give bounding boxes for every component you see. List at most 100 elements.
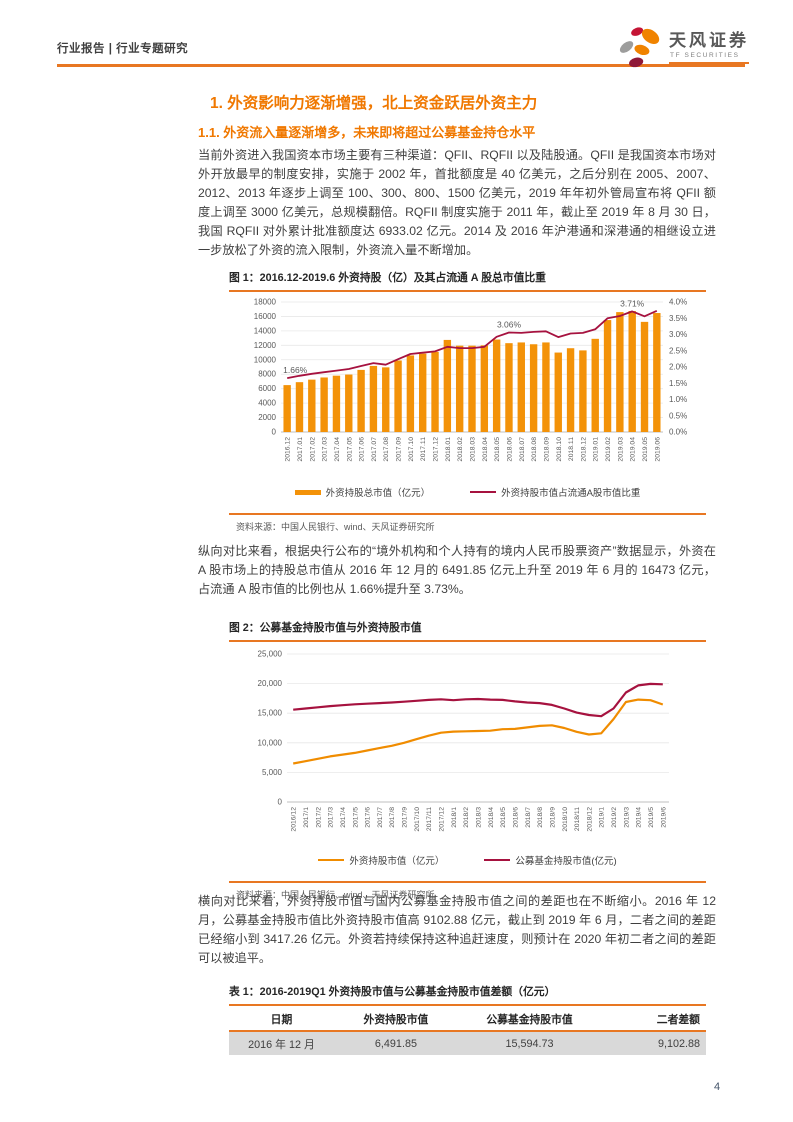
header-cell-date: 日期 <box>270 1013 293 1026</box>
foreign-line-swatch-icon <box>318 858 345 862</box>
table-1-top-rule <box>229 1004 706 1006</box>
cell-gap-value: 9,102.88 <box>657 1037 700 1050</box>
svg-text:2018/2: 2018/2 <box>463 807 470 828</box>
svg-text:2017.08: 2017.08 <box>383 437 390 462</box>
bar-series-swatch-icon <box>294 489 321 495</box>
svg-text:2016.12: 2016.12 <box>285 437 292 462</box>
legend-label: 外资持股市值（亿元） <box>349 856 445 867</box>
svg-text:2019/6: 2019/6 <box>660 807 667 828</box>
svg-text:2018/12: 2018/12 <box>586 807 593 832</box>
svg-text:2017/3: 2017/3 <box>328 807 335 828</box>
svg-text:2017/12: 2017/12 <box>439 807 446 832</box>
svg-text:2019.05: 2019.05 <box>642 437 649 462</box>
svg-text:2019.02: 2019.02 <box>605 437 612 462</box>
table-1-title: 表 1：2016-2019Q1 外资持股市值与公募基金持股市值差额（亿元） <box>229 986 556 998</box>
svg-text:3.71%: 3.71% <box>620 298 645 308</box>
svg-text:2019/2: 2019/2 <box>611 807 618 828</box>
svg-text:2000: 2000 <box>258 413 276 422</box>
svg-text:2017.03: 2017.03 <box>322 437 329 462</box>
svg-text:2019.06: 2019.06 <box>654 437 661 462</box>
subsection-heading: 1.1. 外资流入量逐渐增多，未来即将超过公募基金持仓水平 <box>198 125 536 140</box>
figure-2-block: 图 2：公募基金持股市值与外资持股市值 0 5,000 10,000 15,000 20… <box>229 622 706 901</box>
svg-text:10000: 10000 <box>254 355 277 364</box>
svg-text:2017.12: 2017.12 <box>433 437 440 462</box>
svg-text:2017/7: 2017/7 <box>377 807 384 828</box>
tf-logo-flower-icon <box>619 27 660 68</box>
svg-text:25,000: 25,000 <box>258 650 283 659</box>
figure-2-source-note: 资料来源：中国人民银行、wind、天风证券研究所 <box>236 889 435 900</box>
figure-2-title-rule <box>229 640 706 642</box>
svg-text:4.0%: 4.0% <box>669 298 687 307</box>
cell-foreign-value: 6,491.85 <box>374 1037 417 1050</box>
svg-text:2017.01: 2017.01 <box>297 437 304 462</box>
svg-text:2017/4: 2017/4 <box>340 807 347 828</box>
svg-text:2017/2: 2017/2 <box>315 807 322 828</box>
svg-text:3.5%: 3.5% <box>669 314 687 323</box>
paragraph-channels: 当前外资进入我国资本市场主要有三种渠道：QFII、RQFII 以及陆股通。QFI… <box>198 148 716 257</box>
svg-text:0: 0 <box>272 428 277 437</box>
svg-text:2018.12: 2018.12 <box>580 437 587 462</box>
svg-text:0.5%: 0.5% <box>669 411 687 420</box>
svg-text:2017.06: 2017.06 <box>359 437 366 462</box>
header-cell-fund: 公募基金持股市值 <box>486 1013 573 1026</box>
svg-text:2018/10: 2018/10 <box>562 807 569 832</box>
page-number: 4 <box>714 1081 721 1093</box>
svg-text:2017/11: 2017/11 <box>426 807 433 831</box>
svg-text:2017/5: 2017/5 <box>352 807 359 828</box>
svg-text:2018.02: 2018.02 <box>457 437 464 462</box>
figure-1-bottom-rule <box>229 513 706 515</box>
logo-text: 天风证券 TF SECURITIES <box>669 32 749 64</box>
svg-text:2017.04: 2017.04 <box>334 437 341 462</box>
svg-text:12000: 12000 <box>254 341 277 350</box>
table-row: 2016 年 12 月 6,491.85 15,594.73 9,102.88 <box>229 1032 706 1055</box>
svg-text:2017.09: 2017.09 <box>396 437 403 462</box>
report-category-label: 行业报告 | 行业专题研究 <box>57 43 189 55</box>
svg-text:2018.03: 2018.03 <box>470 437 477 462</box>
svg-text:2017/1: 2017/1 <box>303 807 310 828</box>
svg-text:4000: 4000 <box>258 399 276 408</box>
svg-text:2018.06: 2018.06 <box>506 437 513 462</box>
svg-text:1.5%: 1.5% <box>669 379 687 388</box>
cell-date: 2016 年 12 月 <box>248 1038 315 1051</box>
legend-item: 公募基金持股市值(亿元) <box>484 853 617 867</box>
svg-text:2018/7: 2018/7 <box>525 807 532 828</box>
legend-item: 外资持股总市值（亿元） <box>294 485 430 499</box>
svg-text:2018.08: 2018.08 <box>531 437 538 462</box>
svg-text:2017.10: 2017.10 <box>408 437 415 462</box>
figure-1-source-note: 资料来源：中国人民银行、wind、天风证券研究所 <box>236 521 435 532</box>
legend-label: 外资持股市值占流通A股市值比重 <box>501 488 641 499</box>
svg-text:1.0%: 1.0% <box>669 395 687 404</box>
svg-text:1.66%: 1.66% <box>283 365 308 375</box>
svg-text:0.0%: 0.0% <box>669 428 687 437</box>
logo-company-name: 天风证券 <box>669 31 749 50</box>
svg-text:14000: 14000 <box>254 326 277 335</box>
tf-securities-logo: 天风证券 TF SECURITIES <box>616 23 749 71</box>
svg-text:2018/11: 2018/11 <box>574 807 581 831</box>
svg-text:2018/8: 2018/8 <box>537 807 544 828</box>
legend-label: 公募基金持股市值(亿元) <box>515 856 617 867</box>
svg-text:18000: 18000 <box>254 298 277 307</box>
header-cell-gap: 二者差额 <box>656 1013 700 1026</box>
foreign-holdings-bar-line-chart: 0 2000 4000 6000 8000 10000 12000 14000 16000 180… <box>254 298 687 462</box>
cell-fund-value: 15,594.73 <box>505 1037 554 1050</box>
figure-2-title: 图 2：公募基金持股市值与外资持股市值 <box>229 622 422 634</box>
svg-text:2018/3: 2018/3 <box>476 807 483 828</box>
svg-text:2017.05: 2017.05 <box>346 437 353 462</box>
section-heading: 1. 外资影响力逐渐增强，北上资金跃居外资主力 <box>210 95 538 112</box>
svg-text:5,000: 5,000 <box>262 768 283 777</box>
svg-text:2.5%: 2.5% <box>669 346 687 355</box>
svg-text:2.0%: 2.0% <box>669 363 687 372</box>
figure-1-title-rule <box>229 290 706 292</box>
paragraph-vertical-comparison: 纵向对比来看，根据央行公布的“境外机构和个人持有的境内人民币股票资产”数据显示，… <box>198 544 716 596</box>
fund-line-swatch-icon <box>484 858 511 862</box>
table-1-block: 表 1：2016-2019Q1 外资持股市值与公募基金持股市值差额（亿元） 日期… <box>229 986 706 1055</box>
svg-text:10,000: 10,000 <box>258 738 283 747</box>
svg-text:2018/1: 2018/1 <box>451 807 458 828</box>
figure-2-legend: 外资持股市值（亿元） 公募基金持股市值(亿元) <box>229 853 706 867</box>
table-header-rule <box>229 1030 706 1032</box>
svg-text:2019.03: 2019.03 <box>617 437 624 462</box>
svg-text:2019.01: 2019.01 <box>593 437 600 462</box>
svg-text:2019/5: 2019/5 <box>648 807 655 828</box>
header-divider <box>57 64 745 67</box>
table-header-row: 日期 外资持股市值 公募基金持股市值 二者差额 <box>229 1007 706 1030</box>
